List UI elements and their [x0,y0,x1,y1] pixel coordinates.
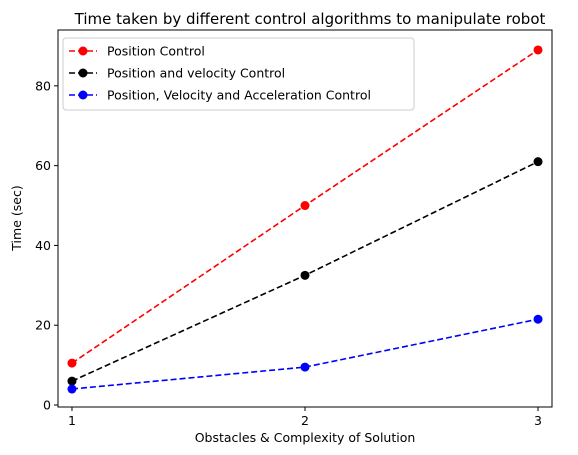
y-axis-label: Time (sec) [9,185,24,251]
legend-marker [78,68,88,78]
data-point [300,362,310,372]
data-point [533,157,543,167]
y-tick-label: 20 [35,318,51,333]
legend-marker [78,46,88,56]
data-point [67,358,77,368]
data-point [533,314,543,324]
y-axis: 0 20 40 60 80 [35,78,58,413]
x-tick-label: 1 [68,413,76,428]
x-tick-label: 2 [301,413,309,428]
data-point [533,45,543,55]
legend-box [62,37,415,111]
series-layer [67,45,543,394]
data-point [300,270,310,280]
legend: Position Control Position and velocity Co… [62,37,415,111]
data-point [67,376,77,386]
y-tick-label: 40 [35,238,51,253]
legend-label: Position and velocity Control [107,66,285,81]
y-tick-label: 80 [35,78,51,93]
x-tick-label: 3 [534,413,542,428]
y-tick-label: 0 [43,398,51,413]
x-axis-label: Obstacles & Complexity of Solution [195,430,416,445]
legend-label: Position, Velocity and Acceleration Cont… [107,88,371,103]
data-point [67,384,77,394]
legend-marker [78,90,88,100]
y-tick-label: 60 [35,158,51,173]
x-axis: 1 2 3 [68,407,542,428]
legend-label: Position Control [107,44,205,59]
data-point [300,201,310,211]
chart-title: Time taken by different control algorith… [74,10,546,28]
